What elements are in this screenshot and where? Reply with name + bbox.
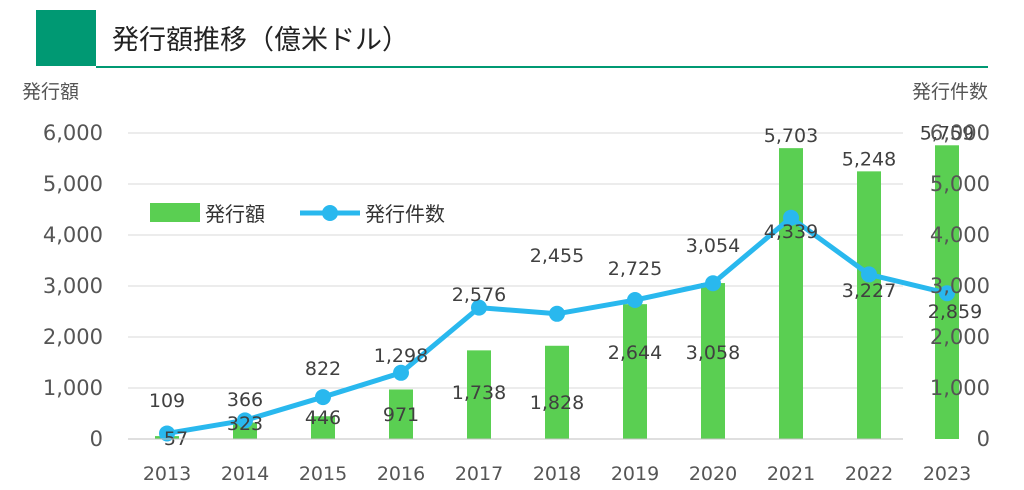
bar-value-label: 323	[227, 413, 263, 435]
line-point	[939, 285, 955, 302]
legend-bar-swatch	[150, 203, 200, 222]
line-value-label: 1,298	[374, 345, 428, 367]
legend-line-marker	[322, 205, 338, 221]
bar-value-label: 971	[383, 404, 419, 426]
line-point	[627, 292, 643, 309]
x-tick-label: 2022	[845, 463, 893, 485]
title-accent-block	[36, 10, 96, 66]
line-series	[159, 209, 955, 442]
line-value-label: 3,054	[686, 235, 740, 257]
line-point	[783, 209, 799, 226]
x-tick-label: 2017	[455, 463, 503, 485]
bar	[311, 416, 335, 439]
line-point	[549, 305, 565, 322]
bar	[623, 304, 647, 439]
axes: 0 1,000 2,000 3,000 4,000 5,000 6,000 0 1,000 2,0…	[22, 81, 990, 485]
bar-value-label: 3,058	[686, 342, 740, 364]
line-point	[315, 389, 331, 406]
x-tick-label: 2020	[689, 463, 737, 485]
legend: 発行額 発行件数	[150, 202, 445, 226]
line-value-label: 822	[305, 358, 341, 380]
bar-value-label: 5,248	[842, 148, 896, 170]
x-tick-label: 2019	[611, 463, 659, 485]
title-underline	[96, 66, 988, 68]
right-tick-label: 4,000	[930, 223, 990, 247]
line-value-label: 2,576	[452, 284, 506, 306]
line-point	[393, 364, 409, 381]
left-tick-label: 1,000	[43, 376, 103, 400]
bar-value-label: 5,759	[920, 122, 974, 144]
x-tick-label: 2023	[923, 463, 971, 485]
line-value-label: 2,859	[928, 301, 982, 323]
x-tick-label: 2013	[143, 463, 191, 485]
legend-line-label: 発行件数	[365, 202, 445, 226]
right-tick-label: 5,000	[930, 172, 990, 196]
right-tick-label: 0	[977, 427, 990, 451]
x-tick-label: 2014	[221, 463, 269, 485]
left-tick-label: 0	[90, 427, 103, 451]
bar	[701, 283, 725, 439]
x-tick-label: 2018	[533, 463, 581, 485]
left-tick-label: 5,000	[43, 172, 103, 196]
line-value-label: 3,227	[842, 280, 896, 302]
bar-value-label: 2,644	[608, 342, 662, 364]
left-tick-label: 2,000	[43, 325, 103, 349]
bar	[779, 148, 803, 439]
line-value-label: 366	[227, 389, 263, 411]
right-axis-title: 発行件数	[912, 81, 988, 103]
legend-bar-label: 発行額	[205, 202, 265, 226]
bar-value-label: 1,738	[452, 382, 506, 404]
bar-value-label: 1,828	[530, 392, 584, 414]
right-tick-label: 6,000	[930, 121, 990, 145]
x-tick-label: 2015	[299, 463, 347, 485]
x-tick-label: 2021	[767, 463, 815, 485]
bar	[545, 345, 569, 439]
line-value-label: 2,455	[530, 245, 584, 267]
line-value-label: 4,339	[764, 221, 818, 243]
line-point	[237, 412, 253, 429]
bar-value-label: 5,703	[764, 125, 818, 147]
line-point	[159, 425, 175, 442]
bar	[857, 171, 881, 440]
right-tick-label: 3,000	[930, 274, 990, 298]
line-point	[471, 299, 487, 316]
line-point	[705, 275, 721, 292]
bar	[467, 350, 491, 439]
left-tick-label: 4,000	[43, 223, 103, 247]
line-value-label: 109	[149, 390, 185, 412]
line-point	[861, 266, 877, 283]
left-tick-label: 6,000	[43, 121, 103, 145]
left-tick-label: 3,000	[43, 274, 103, 298]
bar-value-label: 446	[305, 407, 341, 429]
left-axis-title: 発行額	[22, 81, 79, 103]
bar	[233, 422, 257, 439]
chart-title: 発行額推移（億米ドル）	[112, 25, 409, 56]
x-tick-label: 2016	[377, 463, 425, 485]
bar	[389, 389, 413, 439]
line-value-label: 2,725	[608, 258, 662, 280]
right-tick-label: 1,000	[930, 376, 990, 400]
right-tick-label: 2,000	[930, 325, 990, 349]
